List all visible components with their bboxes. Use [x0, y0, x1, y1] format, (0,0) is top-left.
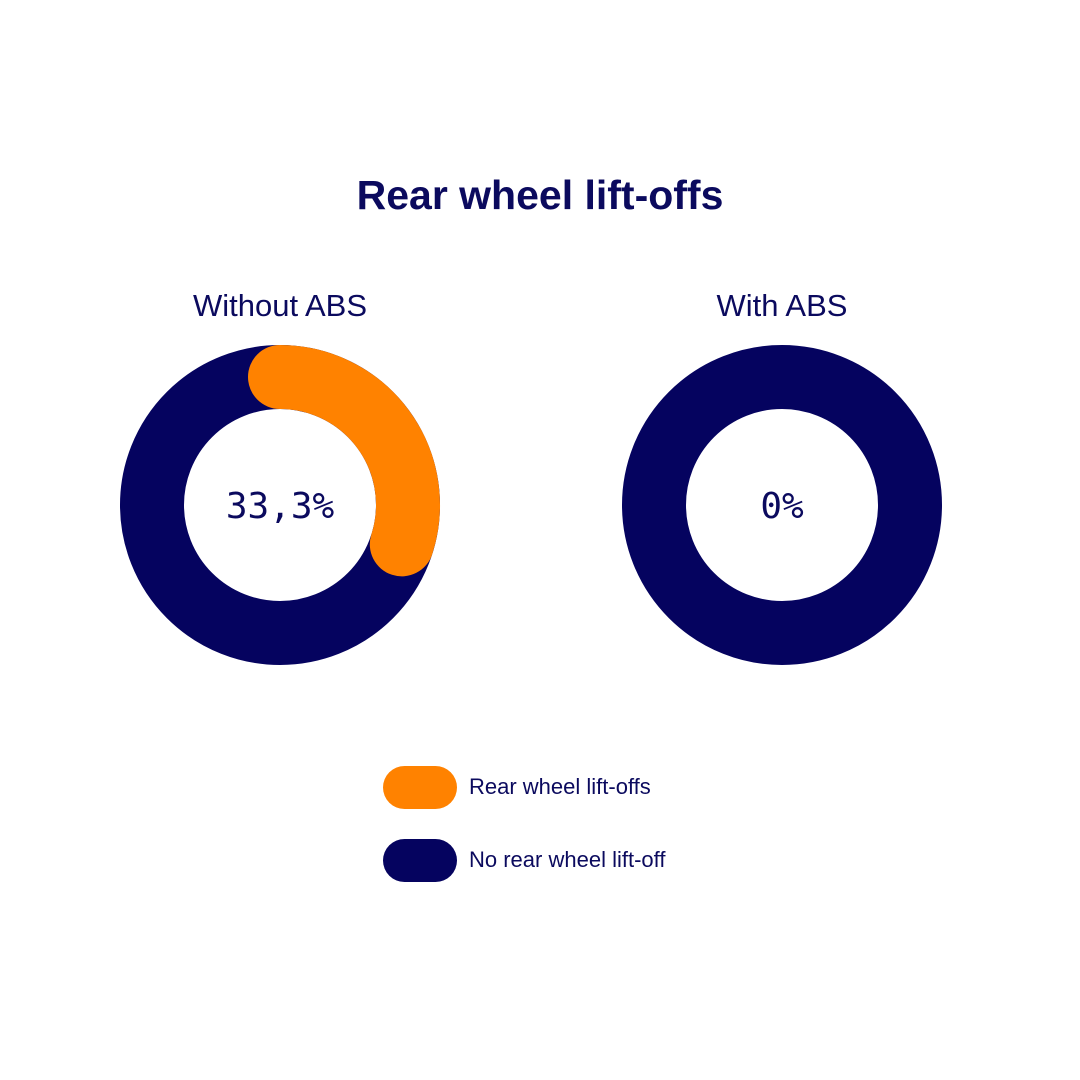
legend: Rear wheel lift-offs No rear wheel lift-… — [383, 765, 665, 911]
center-value: 0% — [760, 486, 804, 527]
donut-without-abs: 33,3% — [120, 345, 440, 665]
chart-title: Rear wheel lift-offs — [356, 172, 724, 218]
slice-no-rear-wheel-lift-off — [622, 345, 942, 665]
legend-label: Rear wheel lift-offs — [469, 774, 651, 799]
legend-label: No rear wheel lift-off — [469, 847, 666, 872]
legend-swatch-orange — [383, 765, 457, 809]
donut-label-with-abs: With ABS — [716, 288, 848, 323]
donut-label-without-abs: Without ABS — [192, 288, 368, 323]
legend-swatch-navy — [383, 838, 457, 882]
donut-with-abs: 0% — [622, 345, 942, 665]
slice-rear-wheel-lift-offs — [248, 345, 440, 577]
legend-item-no-rear-wheel-lift-off: No rear wheel lift-off — [383, 838, 665, 882]
legend-item-rear-wheel-lift-offs: Rear wheel lift-offs — [383, 765, 665, 809]
center-value: 33,3% — [226, 486, 335, 527]
